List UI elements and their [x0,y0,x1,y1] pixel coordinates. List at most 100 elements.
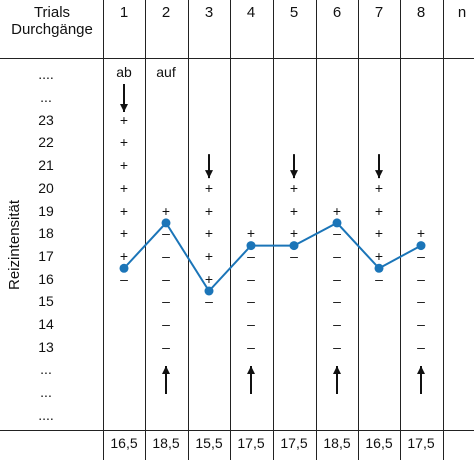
column-divider [103,0,104,460]
column-divider [400,0,401,460]
threshold-value: 17,5 [237,435,265,451]
ascending-arrow [333,366,341,394]
level-label: 20 [38,179,54,196]
direction-label-ab: ab [116,64,132,80]
column-divider [145,0,146,460]
column-divider [188,0,189,460]
column-divider [230,0,231,460]
descending-arrow [290,154,298,179]
response-minus: – [247,316,255,333]
staircase-line [123,221,422,293]
level-label: 16 [38,270,54,287]
threshold-value: 18,5 [152,435,180,451]
response-plus: + [374,179,384,196]
level-label: 23 [38,111,54,128]
reversal-point [374,263,384,273]
level-label: 19 [38,202,54,219]
threshold-value: 17,5 [280,435,308,451]
response-plus: + [119,202,129,219]
column-divider [443,0,444,460]
response-minus: – [333,293,341,310]
response-minus: – [333,338,341,355]
response-minus: – [162,316,170,333]
response-plus: + [289,179,299,196]
response-plus: + [204,270,214,287]
reversal-point [416,241,426,251]
reversal-point [119,263,129,273]
trial-header: 3 [204,4,214,21]
level-label: 17 [38,247,54,264]
response-minus: – [162,247,170,264]
reversal-point [204,286,214,296]
trial-header: 8 [416,4,426,21]
response-plus: + [119,247,129,264]
column-divider [316,0,317,460]
ascending-arrow [417,366,425,394]
response-plus: + [119,157,129,174]
response-plus: + [246,225,256,242]
response-minus: – [417,316,425,333]
level-label: 15 [38,293,54,310]
response-minus: – [247,270,255,287]
response-plus: + [119,179,129,196]
threshold-value: 17,5 [407,435,435,451]
response-plus: + [161,202,171,219]
response-plus: + [204,202,214,219]
header-title-line1: Trials [33,4,71,21]
column-divider [273,0,274,460]
direction-label-auf: auf [156,64,176,80]
response-plus: + [119,111,129,128]
threshold-value: 15,5 [195,435,223,451]
level-label: 13 [38,338,54,355]
response-plus: + [289,202,299,219]
ascending-arrow [162,366,170,394]
header-title-line2: Durchgänge [11,21,93,38]
response-minus: – [162,225,170,242]
response-plus: + [204,225,214,242]
reversal-point [289,241,299,251]
level-label: 22 [38,134,54,151]
level-label: .... [38,406,54,423]
response-minus: – [417,338,425,355]
response-minus: – [333,270,341,287]
level-label: 18 [38,225,54,242]
response-plus: + [119,134,129,151]
column-divider [358,0,359,460]
response-minus: – [333,316,341,333]
reversal-point [332,218,342,228]
response-minus: – [162,293,170,310]
descending-arrow [375,154,383,179]
response-minus: – [333,225,341,242]
trial-header: 5 [289,4,299,21]
trial-header: n [457,4,467,21]
response-plus: + [289,225,299,242]
response-plus: + [416,225,426,242]
response-minus: – [417,293,425,310]
level-label: 21 [38,157,54,174]
response-minus: – [417,270,425,287]
response-minus: – [247,247,255,264]
response-plus: + [374,225,384,242]
ascending-arrow [247,366,255,394]
trial-header: 1 [119,4,129,21]
header-divider [0,58,474,59]
response-minus: – [205,293,213,310]
threshold-value: 18,5 [323,435,351,451]
response-minus: – [290,247,298,264]
trial-header: 4 [246,4,256,21]
threshold-value: 16,5 [110,435,138,451]
response-plus: + [204,179,214,196]
level-label: ... [40,361,52,378]
trial-header: 2 [161,4,171,21]
response-minus: – [162,270,170,287]
footer-divider [0,430,474,431]
response-minus: – [247,293,255,310]
level-label: 14 [38,316,54,333]
response-minus: – [247,338,255,355]
response-plus: + [332,202,342,219]
level-label: ... [40,384,52,401]
threshold-value: 16,5 [365,435,393,451]
response-plus: + [119,225,129,242]
